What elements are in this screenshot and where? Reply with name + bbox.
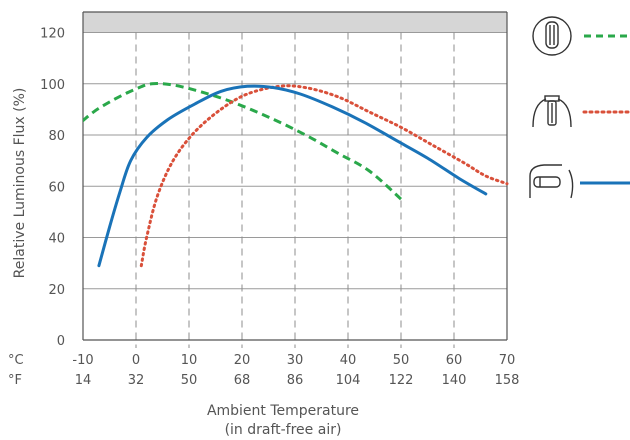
y-tick-label: 40 bbox=[48, 232, 65, 247]
legend bbox=[529, 16, 630, 199]
x-tick-label-celsius: 10 bbox=[181, 353, 198, 368]
series-line-2 bbox=[139, 84, 509, 268]
x-tick-label-celsius: 70 bbox=[499, 353, 516, 368]
y-tick-label: 0 bbox=[57, 334, 65, 349]
x-tick-label-fahrenheit: 50 bbox=[181, 373, 198, 388]
x-tick-label-fahrenheit: 104 bbox=[336, 373, 361, 388]
x-tick-label-fahrenheit: 140 bbox=[442, 373, 467, 388]
y-tick-label: 120 bbox=[40, 27, 65, 42]
series-layer bbox=[83, 82, 509, 268]
lamp-vertical-icon bbox=[532, 95, 572, 128]
x-unit-fahrenheit: °F bbox=[8, 373, 22, 388]
x-tick-label-celsius: -10 bbox=[72, 353, 93, 368]
legend-item-series-3 bbox=[529, 164, 630, 199]
x-tick-label-fahrenheit: 14 bbox=[75, 373, 92, 388]
x-tick-label-fahrenheit: 158 bbox=[495, 373, 520, 388]
y-tick-label: 20 bbox=[48, 283, 65, 298]
y-tick-label: 100 bbox=[40, 78, 65, 93]
x-tick-label-celsius: 60 bbox=[446, 353, 463, 368]
y-tick-label: 80 bbox=[48, 129, 65, 144]
tick-labels: 0 20 40 60 80 100 120 -10 0 10 20 30 40 50 60 70 14 32 50 6… bbox=[40, 27, 519, 389]
y-axis-title: Relative Luminous Flux (%) bbox=[12, 88, 28, 279]
x-axis-subtitle: (in draft-free air) bbox=[225, 422, 342, 438]
x-tick-label-celsius: 40 bbox=[340, 353, 357, 368]
plot-header-band bbox=[83, 12, 507, 33]
plot-area bbox=[82, 11, 508, 348]
x-axis-title: Ambient Temperature bbox=[207, 403, 359, 419]
legend-item-series-2 bbox=[532, 95, 630, 128]
x-tick-label-celsius: 30 bbox=[287, 353, 304, 368]
y-tick-label: 60 bbox=[48, 180, 65, 195]
lamp-horizontal-icon bbox=[529, 164, 574, 199]
x-tick-label-fahrenheit: 68 bbox=[234, 373, 251, 388]
series-line-3 bbox=[97, 84, 488, 268]
x-tick-label-celsius: 20 bbox=[234, 353, 251, 368]
x-unit-celsius: °C bbox=[8, 353, 24, 368]
x-tick-label-celsius: 0 bbox=[132, 353, 140, 368]
x-tick-label-fahrenheit: 32 bbox=[128, 373, 145, 388]
legend-item-series-1 bbox=[532, 16, 630, 56]
series-line-1 bbox=[83, 82, 402, 201]
lamp-base-up-icon bbox=[532, 16, 572, 56]
x-tick-label-celsius: 50 bbox=[393, 353, 410, 368]
x-tick-label-fahrenheit: 86 bbox=[287, 373, 304, 388]
x-tick-label-fahrenheit: 122 bbox=[389, 373, 414, 388]
